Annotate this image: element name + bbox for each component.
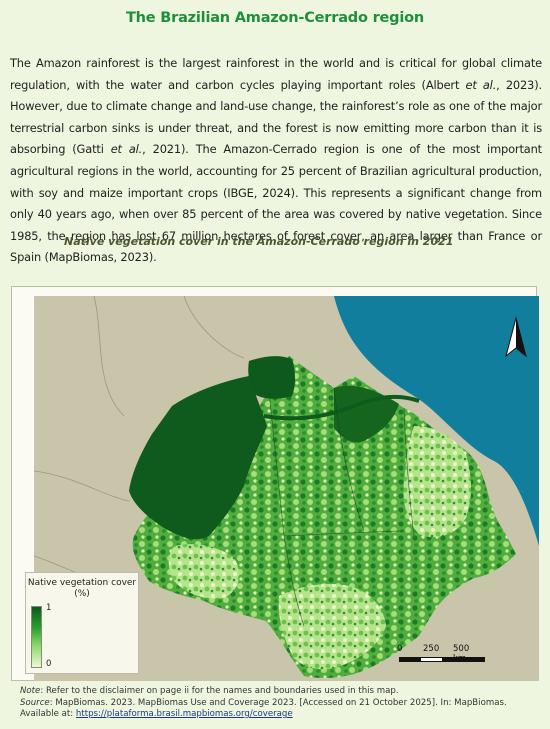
scale-label-0: 0 [397, 644, 403, 654]
amazon-river [263, 394, 420, 421]
cleared-area-east [403, 426, 471, 538]
scale-bar-graphic [399, 657, 485, 662]
source-link[interactable]: https://plataforma.brasil.mapbiomas.org/… [75, 709, 293, 719]
citation-etal-1: et al. [465, 77, 497, 92]
dense-forest-north [248, 356, 295, 399]
state-borders [268, 387, 415, 627]
citation-etal-2: et al. [110, 142, 143, 157]
map-legend: Native vegetation cover (%) 1 0 [25, 572, 139, 674]
map-scale-bar: 0 250 500 km [395, 644, 485, 668]
paragraph-text-2: , 2023). However, due to climate change … [10, 77, 542, 157]
scale-label-250: 250 [423, 644, 440, 654]
legend-max-label: 1 [46, 603, 52, 613]
north-arrow-icon [505, 316, 527, 358]
map-notes: Note: Refer to the disclaimer on page ii… [20, 686, 540, 721]
legend-title: Native vegetation cover (%) [27, 578, 137, 599]
vegetation-map-svg [34, 296, 539, 681]
vegetation-map [34, 296, 539, 681]
dense-forest-west [129, 376, 267, 540]
note-text: : Refer to the disclaimer on page ii for… [40, 686, 399, 696]
cleared-area-south [278, 584, 386, 670]
paragraph-text-1: The Amazon rainforest is the largest rai… [10, 56, 542, 92]
cleared-area-southwest [168, 544, 240, 599]
dense-forest-east [334, 385, 399, 443]
legend-min-label: 0 [46, 659, 52, 669]
country-borders [34, 296, 245, 597]
map-caption: Native vegetation cover in the Amazon-Ce… [64, 235, 454, 248]
page-title: The Brazilian Amazon-Cerrado region [125, 10, 425, 26]
intro-paragraph: The Amazon rainforest is the largest rai… [10, 53, 542, 269]
paragraph-text-3: , 2021). The Amazon-Cerrado region is on… [10, 142, 542, 265]
source-text: : MapBiomas. 2023. MapBiomas Use and Cov… [20, 697, 507, 720]
note-label: Note [20, 686, 41, 696]
source-label: Source [20, 697, 50, 708]
legend-color-ramp [31, 606, 42, 668]
